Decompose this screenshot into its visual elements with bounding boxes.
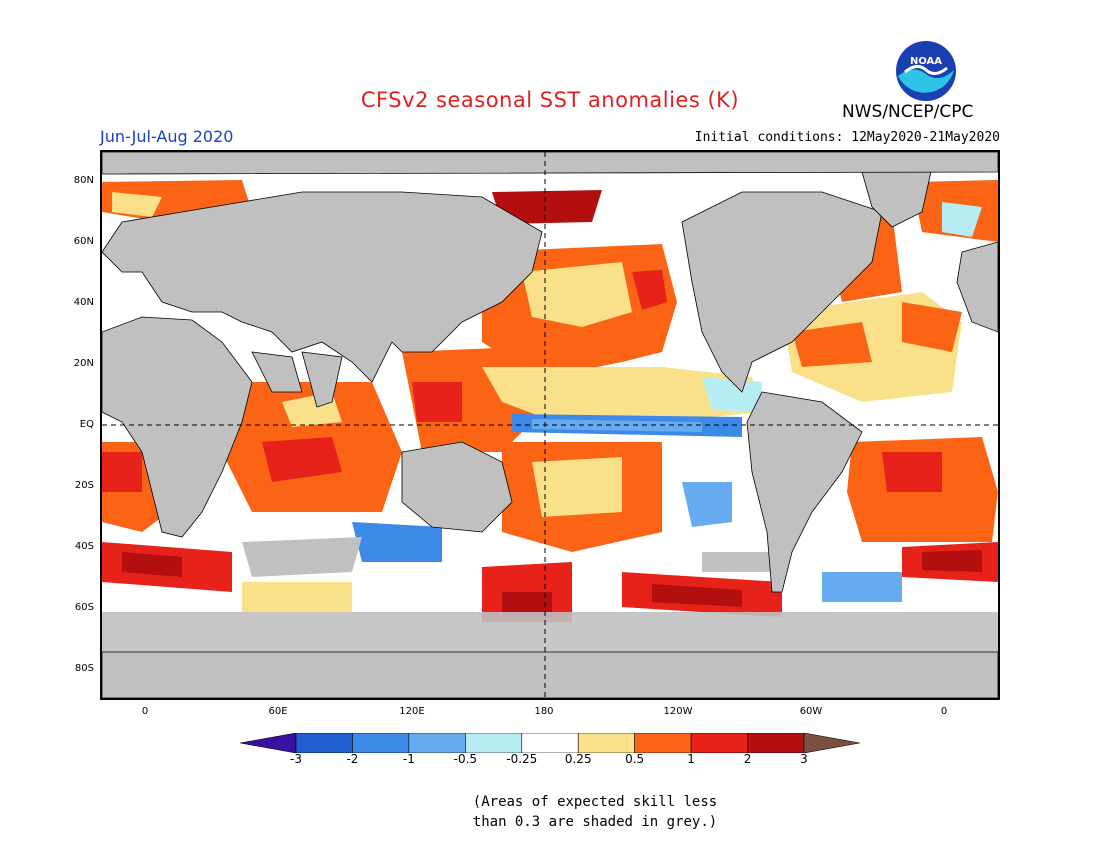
lat-label-20n: 20N	[73, 358, 94, 369]
lon-label-0-right: 0	[940, 706, 948, 717]
skill-note-line2: than 0.3 are shaded in grey.)	[472, 814, 718, 830]
colorbar-tick-label: -3	[290, 752, 302, 766]
lon-label-120w: 120W	[663, 706, 693, 717]
colorbar-box	[690, 733, 748, 753]
colorbar-box	[577, 733, 635, 753]
colorbar-box	[408, 733, 466, 753]
lat-label-80s: 80S	[74, 663, 94, 674]
land-masses	[102, 152, 998, 698]
noaa-logo: NOAA	[896, 41, 956, 101]
anomaly-arctic	[492, 190, 602, 224]
lat-label-60n: 60N	[73, 236, 94, 247]
lat-label-eq: EQ	[79, 419, 94, 430]
colorbar-tick-label: 3	[800, 752, 808, 766]
colorbar-box	[295, 733, 353, 753]
lat-label-40n: 40N	[73, 297, 94, 308]
colorbar-box	[747, 733, 805, 753]
colorbar-max-arrow	[803, 733, 860, 753]
colorbar-min-arrow	[240, 733, 297, 753]
lon-label-0: 0	[141, 706, 149, 717]
colorbar-tick-label: 0.25	[564, 752, 592, 766]
lon-label-60e: 60E	[268, 706, 288, 717]
lat-label-80n: 80N	[73, 175, 94, 186]
colorbar-tick-label: 1	[687, 752, 695, 766]
colorbar-box	[352, 733, 410, 753]
colorbar-tick-label: 2	[743, 752, 752, 766]
agency-label: NWS/NCEP/CPC	[842, 102, 974, 122]
season-label: Jun-Jul-Aug 2020	[100, 127, 234, 146]
colorbar-tick-label: -0.5	[453, 752, 478, 766]
lat-label-60s: 60S	[74, 602, 94, 613]
lon-label-120e: 120E	[399, 706, 425, 717]
colorbar-box	[634, 733, 692, 753]
lon-label-60w: 60W	[799, 706, 823, 717]
lat-label-20s: 20S	[74, 480, 94, 491]
sst-anomaly-map	[100, 150, 1000, 700]
skill-note-line1: (Areas of expected skill less	[472, 794, 718, 810]
colorbar-box	[465, 733, 523, 753]
lat-label-40s: 40S	[74, 541, 94, 552]
map-title: CFSv2 seasonal SST anomalies (K)	[360, 88, 740, 112]
colorbar	[240, 733, 860, 753]
lon-label-180: 180	[534, 706, 554, 717]
initial-conditions-label: Initial conditions: 12May2020-21May2020	[694, 130, 1000, 145]
colorbar-box	[521, 733, 579, 753]
colorbar-tick-label: -1	[402, 752, 415, 766]
noaa-logo-text: NOAA	[910, 56, 942, 67]
colorbar-tick-label: -2	[346, 752, 359, 766]
colorbar-tick-label: 0.5	[625, 752, 645, 766]
colorbar-tick-label: -0.25	[506, 752, 538, 766]
